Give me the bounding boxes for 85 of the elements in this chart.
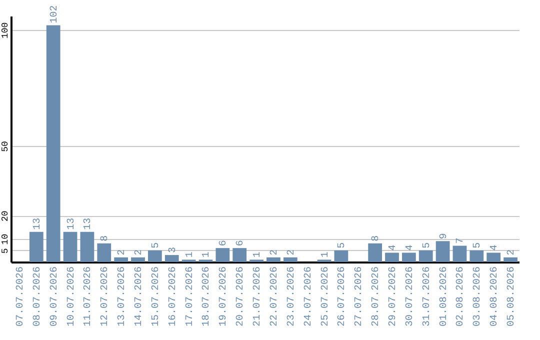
bar xyxy=(63,232,78,262)
x-tick-label: 17.07.2026 xyxy=(184,266,196,327)
bar xyxy=(452,246,467,262)
x-tick-label: 18.07.2026 xyxy=(202,266,213,327)
bar xyxy=(486,252,501,262)
x-tick-label: 02.08.2026 xyxy=(456,266,467,327)
x-tick-label: 29.07.2026 xyxy=(388,266,399,327)
data-label: 6 xyxy=(236,240,247,246)
data-label: 1 xyxy=(184,252,196,258)
x-tick-label: 08.07.2026 xyxy=(32,266,44,327)
data-label: 2 xyxy=(117,249,128,256)
bar xyxy=(148,250,162,262)
bar xyxy=(368,243,382,262)
data-label: 5 xyxy=(150,242,162,248)
y-tick-label: 100 xyxy=(0,22,10,39)
data-label: 4 xyxy=(404,244,416,251)
data-label: 2 xyxy=(134,249,145,256)
bar xyxy=(97,243,112,262)
x-tick-label: 24.07.2026 xyxy=(303,266,314,327)
data-label: 13 xyxy=(32,218,44,230)
bar xyxy=(131,257,145,262)
bar xyxy=(402,252,416,262)
data-label: 6 xyxy=(218,240,230,246)
data-label: 5 xyxy=(422,242,433,248)
bar xyxy=(266,257,280,262)
x-tick-label: 31.07.2026 xyxy=(422,266,433,327)
data-label: 1 xyxy=(202,252,213,258)
x-tick-label: 03.08.2026 xyxy=(472,266,484,327)
x-tick-label: 01.08.2026 xyxy=(438,266,450,327)
bar xyxy=(46,25,60,262)
data-label: 8 xyxy=(100,235,112,242)
data-label: 2 xyxy=(269,249,280,256)
x-tick-label: 20.07.2026 xyxy=(236,266,247,327)
data-label: 7 xyxy=(456,238,467,244)
x-tick-label: 27.07.2026 xyxy=(354,266,366,327)
y-tick-label: 10 xyxy=(0,234,10,245)
x-tick-label: 09.07.2026 xyxy=(49,266,60,327)
data-label: 2 xyxy=(506,249,518,256)
x-tick-label: 25.07.2026 xyxy=(320,266,332,327)
bar xyxy=(385,252,399,262)
bar xyxy=(436,241,450,262)
x-tick-label: 22.07.2026 xyxy=(269,266,280,327)
data-label: 102 xyxy=(49,5,60,24)
x-tick-label: 10.07.2026 xyxy=(66,266,78,327)
data-label: 9 xyxy=(438,233,450,240)
bar xyxy=(80,232,94,262)
bar xyxy=(470,250,484,262)
x-tick-label: 15.07.2026 xyxy=(150,266,162,327)
y-tick-label: 5 xyxy=(0,248,10,254)
x-tick-label: 21.07.2026 xyxy=(252,266,264,327)
data-label: 1 xyxy=(252,252,264,258)
bar xyxy=(418,250,433,262)
bar xyxy=(504,257,518,262)
bar xyxy=(114,257,128,262)
bar xyxy=(232,248,247,262)
data-label: 13 xyxy=(66,218,78,230)
data-label: 8 xyxy=(371,235,382,242)
bar xyxy=(164,255,179,262)
bar xyxy=(29,232,44,262)
x-tick-label: 05.08.2026 xyxy=(506,266,518,327)
x-tick-label: 26.07.2026 xyxy=(337,266,348,327)
data-label: 2 xyxy=(286,249,298,256)
bar xyxy=(283,257,298,262)
x-tick-label: 14.07.2026 xyxy=(134,266,145,327)
bar xyxy=(216,248,230,262)
x-tick-label: 07.07.2026 xyxy=(15,266,26,327)
x-tick-label: 16.07.2026 xyxy=(168,266,179,327)
x-tick-label: 13.07.2026 xyxy=(117,266,128,327)
x-tick-label: 12.07.2026 xyxy=(100,266,112,327)
bar xyxy=(334,250,348,262)
y-tick-label: 20 xyxy=(0,210,10,222)
data-label: 4 xyxy=(388,244,399,251)
y-tick-label: 50 xyxy=(0,141,10,152)
data-label: 5 xyxy=(337,242,348,248)
x-tick-label: 19.07.2026 xyxy=(218,266,230,327)
data-label: 5 xyxy=(472,242,484,248)
x-tick-label: 11.07.2026 xyxy=(83,266,94,327)
data-label: 13 xyxy=(83,218,94,230)
data-label: 3 xyxy=(168,247,179,254)
x-tick-label: 04.08.2026 xyxy=(490,266,501,327)
x-tick-label: 28.07.2026 xyxy=(371,266,382,327)
data-label: 1 xyxy=(320,252,332,258)
data-label: 4 xyxy=(490,244,501,251)
x-tick-label: 23.07.2026 xyxy=(286,266,298,327)
x-tick-label: 30.07.2026 xyxy=(404,266,416,327)
